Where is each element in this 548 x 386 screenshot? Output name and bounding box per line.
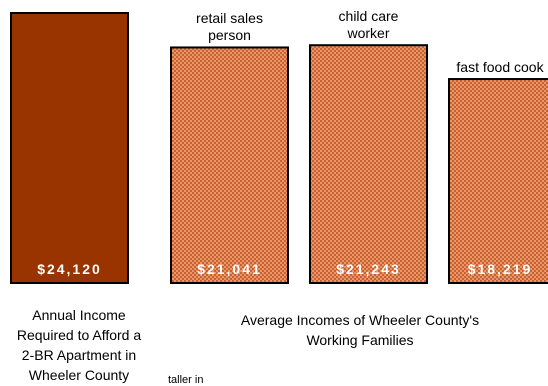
- bar-category-label: fast food cook: [435, 59, 548, 76]
- bar-value-label: $24,120: [37, 261, 102, 277]
- bar-value-label: $21,243: [336, 261, 401, 277]
- bar-category-label-line: fast food cook: [456, 59, 544, 76]
- occupation-incomes-caption: Average Incomes of Wheeler County's Work…: [210, 310, 510, 350]
- required-income-caption: Annual Income Required to Afford a 2-BR …: [8, 305, 150, 385]
- caption-line: Required to Afford a: [16, 327, 142, 343]
- occupation-income-bar: [309, 44, 428, 284]
- caption-line: Wheeler County: [28, 367, 130, 383]
- caption-line: Average Incomes of Wheeler County's: [240, 312, 480, 328]
- bar-value-label: $18,219: [467, 261, 533, 277]
- caption-line: Working Families: [306, 332, 414, 348]
- occupation-income-bar: [170, 46, 289, 285]
- bar-category-label-line: retail sales: [196, 10, 263, 27]
- required-income-bar: [10, 12, 129, 284]
- bar-category-label: child care worker: [304, 8, 434, 42]
- bar-value-label: $21,041: [197, 261, 262, 277]
- bar-category-label-line: person: [208, 27, 251, 44]
- bar-category-label-line: child care: [338, 8, 399, 25]
- occupation-income-bar: [448, 78, 548, 284]
- footnote-text: taller in: [168, 374, 204, 386]
- caption-line: Annual Income: [32, 307, 126, 323]
- bar-category-label-line: worker: [347, 25, 390, 42]
- caption-line: 2-BR Apartment in: [21, 347, 137, 363]
- bar-category-label: retail sales person: [165, 10, 295, 44]
